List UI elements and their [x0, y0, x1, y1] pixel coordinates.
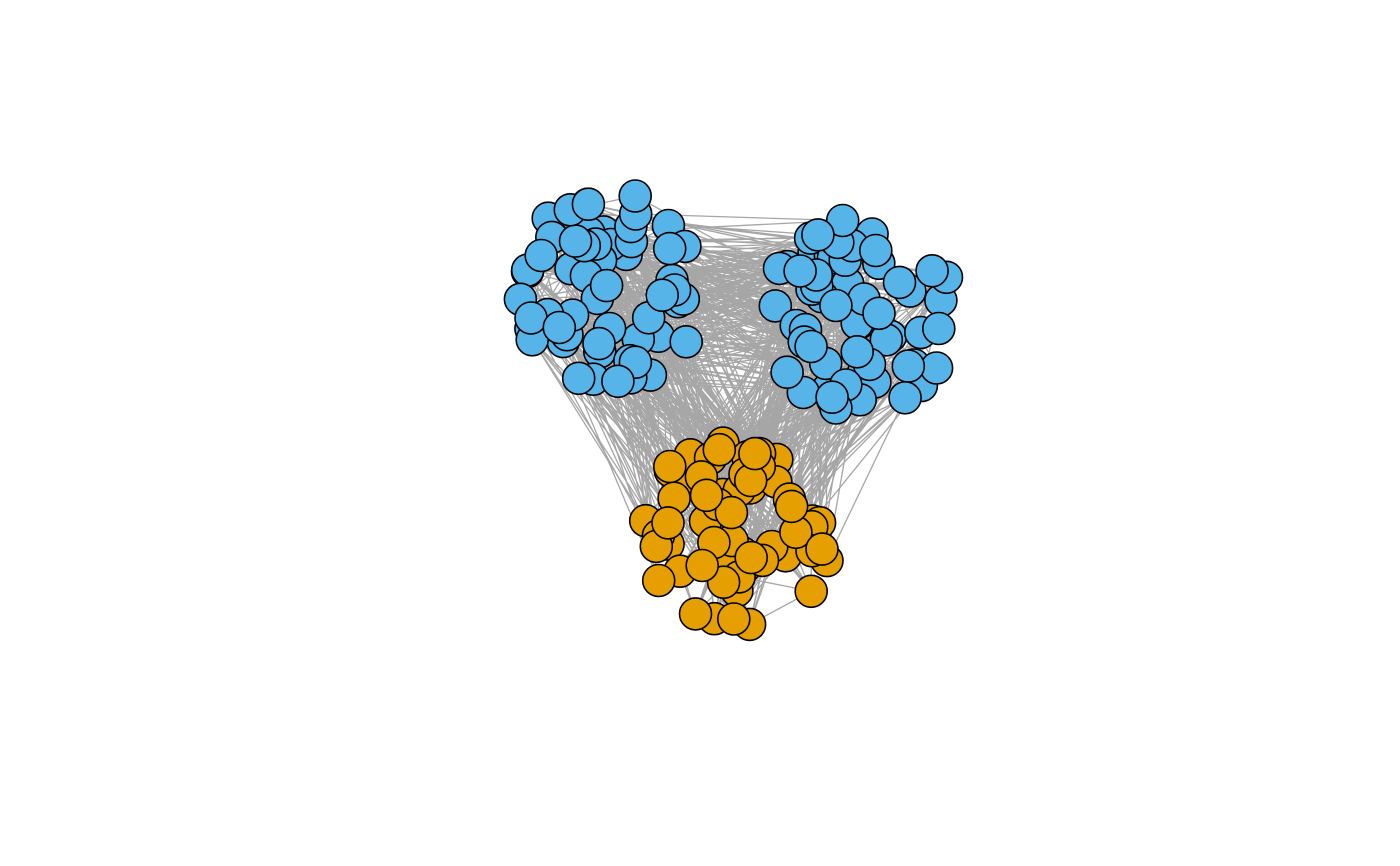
graph-node	[794, 329, 828, 364]
edge	[826, 397, 906, 561]
graph-node	[825, 203, 860, 238]
graph-node	[689, 478, 724, 513]
graph-node	[571, 187, 606, 221]
node-layer	[503, 179, 964, 642]
graph-node	[801, 218, 835, 252]
graph-node	[774, 489, 809, 524]
graph-node	[805, 532, 839, 566]
graph-node	[734, 540, 769, 575]
graph-node	[652, 449, 687, 484]
graph-node	[891, 349, 926, 383]
graph-node	[770, 355, 804, 390]
graph-node	[685, 548, 720, 583]
graph-node	[651, 506, 685, 540]
graph-node	[601, 364, 635, 399]
graph-node	[645, 278, 680, 313]
graph-node	[524, 238, 559, 273]
graph-node	[716, 602, 751, 636]
graph-node	[582, 326, 616, 361]
graph-node	[669, 324, 704, 359]
graph-node	[819, 288, 853, 323]
graph-node	[618, 179, 653, 213]
edge	[531, 339, 675, 499]
graph-node	[919, 351, 954, 385]
graph-node	[561, 361, 596, 396]
graph-node	[589, 268, 624, 303]
graph-node	[542, 310, 577, 345]
graph-node	[514, 301, 548, 335]
graph-node	[702, 432, 737, 467]
graph-node	[714, 495, 749, 530]
graph-node	[858, 233, 893, 268]
edge	[531, 339, 647, 522]
graph-node	[558, 224, 593, 258]
graph-node	[758, 289, 793, 323]
graph-node	[783, 254, 817, 288]
graph-node	[888, 380, 922, 415]
graph-node	[921, 311, 956, 346]
graph-node	[882, 265, 917, 300]
graph-node	[641, 563, 676, 598]
graph-node	[815, 380, 849, 415]
graph-node	[678, 597, 713, 631]
graph-node	[840, 334, 875, 369]
graph-node	[915, 253, 949, 288]
graph-node	[862, 296, 896, 331]
graph-node	[738, 436, 772, 471]
graph-node	[794, 574, 829, 609]
graph-node	[652, 231, 687, 266]
